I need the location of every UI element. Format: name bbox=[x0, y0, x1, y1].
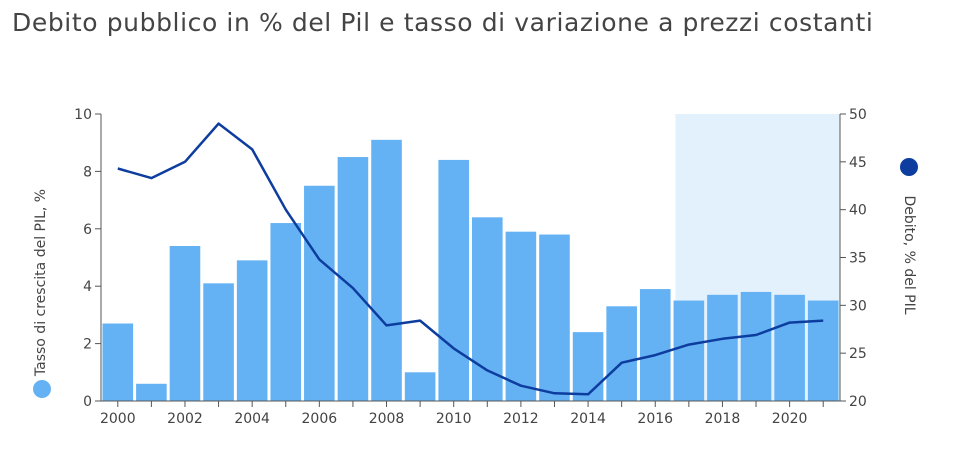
x-tick-label-2004: 2004 bbox=[234, 411, 270, 427]
bar-2011 bbox=[472, 217, 503, 401]
right-tick-label-30: 30 bbox=[849, 298, 867, 314]
bar-2005 bbox=[270, 223, 302, 401]
right-tick-label-50: 50 bbox=[849, 107, 867, 123]
bar-2013 bbox=[539, 234, 570, 401]
bar-2017 bbox=[673, 300, 705, 401]
bar-2006 bbox=[304, 185, 335, 401]
x-tick-label-2016: 2016 bbox=[637, 411, 673, 427]
x-tick-label-2018: 2018 bbox=[705, 411, 741, 427]
bar-2010 bbox=[438, 159, 469, 401]
x-tick-label-2006: 2006 bbox=[302, 411, 338, 427]
left-legend-dot bbox=[33, 380, 51, 398]
line-layer bbox=[117, 122, 824, 396]
left-tick-label-6: 6 bbox=[83, 222, 92, 238]
axes-layer bbox=[95, 113, 846, 407]
x-tick-label-2002: 2002 bbox=[167, 411, 203, 427]
left-axis-title: Tasso di crescita del PIL, % bbox=[33, 189, 49, 377]
x-tick-label-2020: 2020 bbox=[772, 411, 808, 427]
left-tick-label-4: 4 bbox=[83, 279, 92, 295]
right-tick-label-25: 25 bbox=[849, 346, 867, 362]
bar-2003 bbox=[203, 283, 234, 401]
bar-2004 bbox=[236, 260, 268, 401]
right-legend-dot bbox=[900, 158, 918, 176]
bar-2000 bbox=[102, 323, 134, 401]
bar-2001 bbox=[136, 383, 167, 401]
right-tick-label-45: 45 bbox=[849, 155, 867, 171]
bar-2020 bbox=[774, 294, 805, 401]
bar-2021 bbox=[807, 300, 839, 401]
right-axis-title: Debito, % del PIL bbox=[901, 195, 917, 314]
right-tick-label-35: 35 bbox=[849, 251, 867, 267]
chart-title: Debito pubblico in % del Pil e tasso di … bbox=[12, 8, 874, 37]
bar-2008 bbox=[371, 139, 402, 401]
bar-2019 bbox=[740, 291, 772, 401]
x-tick-label-2000: 2000 bbox=[100, 411, 136, 427]
left-tick-label-2: 2 bbox=[83, 337, 92, 353]
right-tick-label-40: 40 bbox=[849, 203, 867, 219]
bars-layer bbox=[102, 139, 839, 401]
bar-2009 bbox=[404, 372, 436, 401]
bar-2015 bbox=[606, 306, 637, 401]
debt-line bbox=[117, 122, 824, 396]
right-tick-label-20: 20 bbox=[849, 394, 867, 410]
bar-2016 bbox=[639, 289, 671, 401]
left-tick-label-8: 8 bbox=[83, 164, 92, 180]
bar-2014 bbox=[572, 332, 604, 401]
x-tick-label-2014: 2014 bbox=[570, 411, 606, 427]
left-tick-label-0: 0 bbox=[83, 394, 92, 410]
left-tick-label-10: 10 bbox=[74, 107, 92, 123]
bar-2018 bbox=[707, 294, 738, 401]
x-tick-label-2010: 2010 bbox=[436, 411, 472, 427]
labels-layer: 0 2 4 6 8 10 20 25 30 35 40 45 50 2000 2002 2004 2006 200… bbox=[33, 107, 918, 427]
bar-2012 bbox=[505, 231, 537, 401]
x-tick-label-2008: 2008 bbox=[369, 411, 405, 427]
x-tick-label-2012: 2012 bbox=[503, 411, 539, 427]
bar-2002 bbox=[169, 246, 201, 401]
